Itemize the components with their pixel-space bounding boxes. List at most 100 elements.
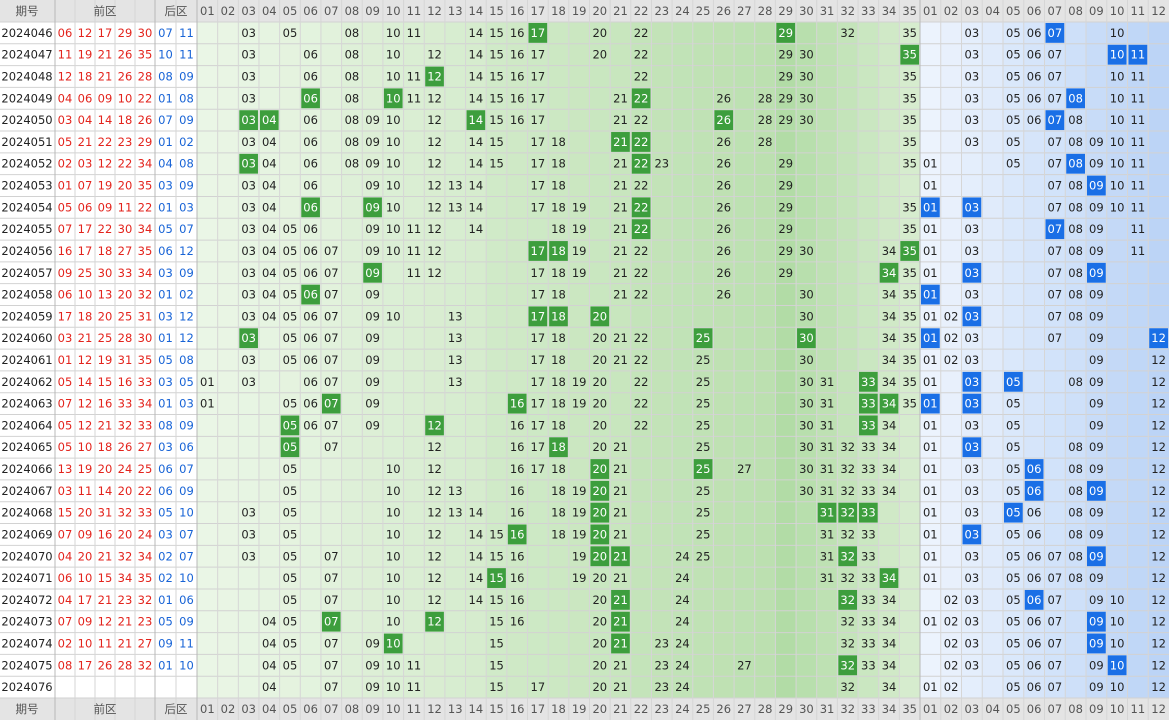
cell-number: 29 [778, 113, 793, 127]
back-number: 03 [158, 375, 173, 389]
front-col-header: 10 [386, 702, 401, 716]
front-number: 28 [118, 658, 133, 672]
cell-number: 14 [469, 506, 484, 520]
hit-cell [631, 153, 651, 174]
front-col-header: 23 [654, 702, 669, 716]
period: 2024059 [1, 309, 52, 323]
cell-number: 03 [965, 288, 980, 302]
cell-number: 09 [365, 179, 380, 193]
period: 2024046 [1, 26, 52, 40]
hit-number: 32 [840, 658, 855, 672]
cell-number: 07 [324, 658, 339, 672]
cell-number: 03 [241, 288, 256, 302]
cell-number: 10 [386, 309, 401, 323]
front-number: 18 [118, 113, 133, 127]
hit-number: 05 [283, 418, 298, 432]
cell-number: 04 [262, 266, 277, 280]
cell-number: 18 [551, 157, 566, 171]
hit-number: 21 [613, 593, 628, 607]
column-bg [940, 22, 962, 698]
hit-number: 34 [882, 571, 897, 585]
cell-number: 16 [510, 48, 525, 62]
cell-number: 09 [365, 135, 380, 149]
front-col-header: 17 [531, 702, 546, 716]
cell-number: 16 [510, 593, 525, 607]
cell-number: 05 [1006, 484, 1021, 498]
cell-number: 03 [241, 353, 256, 367]
cell-number: 10 [386, 244, 401, 258]
cell-number: 20 [592, 440, 607, 454]
cell-number: 18 [551, 288, 566, 302]
column-bg [858, 22, 879, 698]
cell-number: 09 [1089, 462, 1104, 476]
cell-number: 02 [944, 680, 959, 694]
back-number: 10 [158, 48, 173, 62]
cell-number: 01 [923, 179, 938, 193]
front-number: 07 [58, 527, 73, 541]
cell-number: 19 [572, 244, 587, 258]
period: 2024054 [1, 200, 52, 214]
cell-number: 12 [427, 91, 442, 105]
front-col-header: 08 [345, 4, 360, 18]
front-number: 03 [78, 157, 93, 171]
cell-number: 15 [489, 615, 504, 629]
back-number: 08 [179, 91, 194, 105]
cell-number: 15 [489, 70, 504, 84]
cell-number: 22 [634, 70, 649, 84]
cell-number: 09 [365, 375, 380, 389]
cell-number: 08 [1068, 179, 1083, 193]
hit-cell [383, 633, 403, 654]
hit-cell [1087, 480, 1106, 501]
column-bg [713, 22, 735, 698]
front-number: 23 [138, 615, 153, 629]
cell-number: 33 [861, 440, 876, 454]
hit-number: 09 [1089, 636, 1104, 650]
cell-number: 03 [241, 309, 256, 323]
cell-number: 33 [861, 462, 876, 476]
front-col-header: 25 [696, 702, 711, 716]
cell-number: 01 [923, 462, 938, 476]
back-number: 07 [158, 26, 173, 40]
column-bg [1148, 22, 1169, 698]
cell-number: 11 [407, 680, 422, 694]
front-col-header: 19 [572, 4, 587, 18]
cell-number: 12 [1151, 527, 1166, 541]
front-number: 05 [58, 135, 73, 149]
cell-number: 16 [510, 70, 525, 84]
hit-number: 20 [592, 462, 607, 476]
hit-number: 06 [303, 200, 318, 214]
cell-number: 09 [1089, 353, 1104, 367]
hit-cell [817, 502, 837, 523]
cell-number: 09 [365, 309, 380, 323]
cell-number: 07 [1048, 91, 1063, 105]
back-col-header: 02 [944, 702, 959, 716]
cell-number: 18 [551, 527, 566, 541]
back-number: 03 [158, 527, 173, 541]
cell-number: 21 [613, 179, 628, 193]
hit-number: 33 [861, 506, 876, 520]
front-number: 20 [118, 179, 133, 193]
front-number: 34 [118, 571, 133, 585]
cell-number: 34 [882, 288, 897, 302]
cell-number: 01 [923, 375, 938, 389]
cell-number: 21 [613, 571, 628, 585]
hit-number: 05 [1006, 375, 1021, 389]
front-number: 09 [98, 91, 113, 105]
front-col-header: 18 [551, 4, 566, 18]
cell-number: 35 [902, 375, 917, 389]
cell-number: 05 [283, 266, 298, 280]
hit-number: 07 [1048, 222, 1063, 236]
cell-number: 01 [923, 157, 938, 171]
cell-number: 16 [510, 615, 525, 629]
cell-number: 10 [1110, 179, 1125, 193]
hit-cell [321, 393, 341, 414]
cell-number: 12 [1151, 353, 1166, 367]
front-number: 09 [58, 266, 73, 280]
cell-number: 32 [840, 636, 855, 650]
cell-number: 31 [820, 527, 835, 541]
back-number: 09 [179, 418, 194, 432]
cell-number: 14 [469, 48, 484, 62]
hit-cell [528, 241, 548, 261]
cell-number: 17 [531, 266, 546, 280]
cell-number: 05 [1006, 26, 1021, 40]
